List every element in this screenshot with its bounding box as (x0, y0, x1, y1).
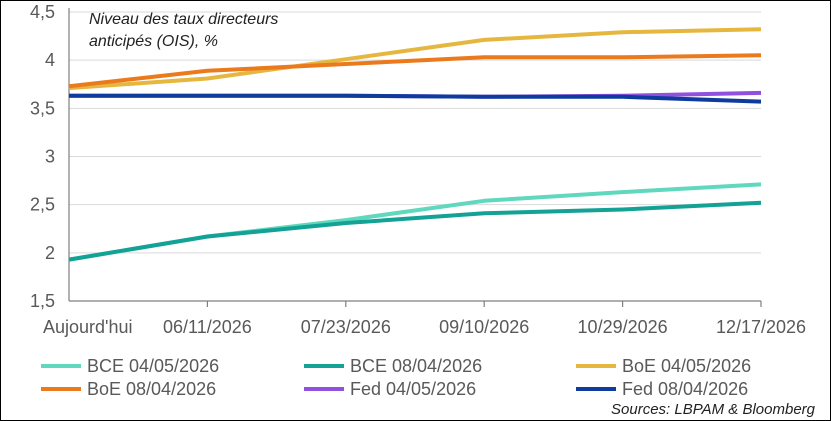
legend-item: Fed 08/04/2026 (576, 379, 748, 399)
legend-item: BCE 04/05/2026 (41, 356, 219, 376)
legend-label: Fed 04/05/2026 (350, 379, 476, 399)
x-tick-label: 10/29/2026 (578, 317, 668, 337)
y-tick-label: 1,5 (30, 291, 55, 311)
axes: 1,5 2 2,5 3 3,5 4 4,5 Aujourd'hui 06/11/2026 07/2… (30, 2, 806, 337)
legend-item: Fed 04/05/2026 (304, 379, 476, 399)
x-tick-label: 12/17/2026 (716, 317, 806, 337)
y-tick-label: 4 (45, 50, 55, 70)
x-tick-label: Aujourd'hui (43, 317, 133, 337)
legend-item: BCE 08/04/2026 (304, 356, 482, 376)
legend-label: BoE 08/04/2026 (87, 379, 216, 399)
legend-label: BCE 08/04/2026 (350, 356, 482, 376)
series-line-boe-04-05-2026 (68, 27, 762, 91)
legend-label: BoE 04/05/2026 (622, 356, 751, 376)
y-tick-label: 2 (45, 243, 55, 263)
y-tick-label: 3 (45, 147, 55, 167)
x-tick-label: 09/10/2026 (439, 317, 529, 337)
series-lines (68, 27, 762, 262)
legend: BCE 04/05/2026 BCE 08/04/2026 BoE 04/05/20… (41, 356, 751, 399)
source-note: Sources: LBPAM & Bloomberg (611, 401, 816, 418)
series-line-fed-08-04-2026 (69, 93, 762, 104)
legend-item: BoE 08/04/2026 (41, 379, 216, 399)
series-line-bce-08-04-2026 (68, 200, 762, 262)
y-tick-label: 3,5 (30, 98, 55, 118)
legend-label: Fed 08/04/2026 (622, 379, 748, 399)
x-tick-label: 06/11/2026 (163, 317, 252, 337)
y-tick-label: 2,5 (30, 195, 55, 215)
legend-label: BCE 04/05/2026 (87, 356, 219, 376)
y-tick-label: 4,5 (30, 2, 55, 22)
chart-annotation: Niveau des taux directeurs anticipés (OI… (89, 11, 278, 50)
legend-item: BoE 04/05/2026 (576, 356, 751, 376)
x-tick-label: 07/23/2026 (301, 317, 391, 337)
annotation-line-1: Niveau des taux directeurs (89, 11, 278, 28)
annotation-line-2: anticipés (OIS), % (89, 33, 218, 50)
series-line-bce-04-05-2026 (68, 182, 762, 262)
series-line-boe-08-04-2026 (68, 53, 762, 89)
